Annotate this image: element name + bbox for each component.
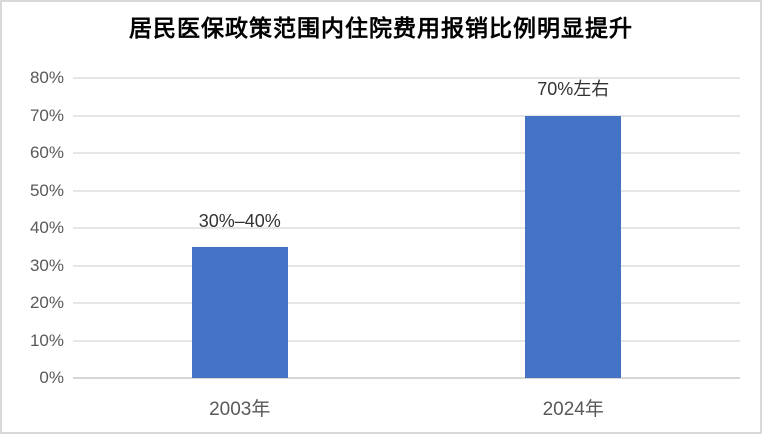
x-axis-line [73,377,740,379]
y-axis-tick-label: 40% [29,218,64,237]
y-axis-tick-label: 10% [29,330,64,350]
y-axis-tick-label: 0% [39,368,64,387]
gridline [73,227,740,229]
gridline [73,77,740,79]
bar-2003[interactable] [191,246,288,378]
y-axis-tick-label: 20% [29,293,64,312]
y-axis-tick-label: 80% [29,68,64,87]
gridline [73,302,740,304]
gridline [73,152,740,154]
bar-value-label-2003: 30%–40% [198,210,281,231]
x-axis-category-label-2024: 2024年 [542,399,604,420]
chart-title: 居民医保政策范围内住院费用报销比例明显提升 [129,15,633,41]
y-axis-tick-label: 60% [29,143,64,162]
gridline [73,339,740,342]
bar-value-label-2024: 70%左右 [537,78,610,99]
gridline [73,114,740,117]
y-axis-tick-label: 50% [29,180,64,200]
x-axis-category-label-2003: 2003年 [209,399,271,420]
gridline [73,189,740,192]
bar-2024[interactable] [525,115,622,378]
gridline [73,264,740,267]
y-axis-tick-label: 70% [29,105,64,125]
y-axis-tick-label: 30% [29,255,64,275]
plot-area: 30%–40% 70%左右 [73,77,740,379]
